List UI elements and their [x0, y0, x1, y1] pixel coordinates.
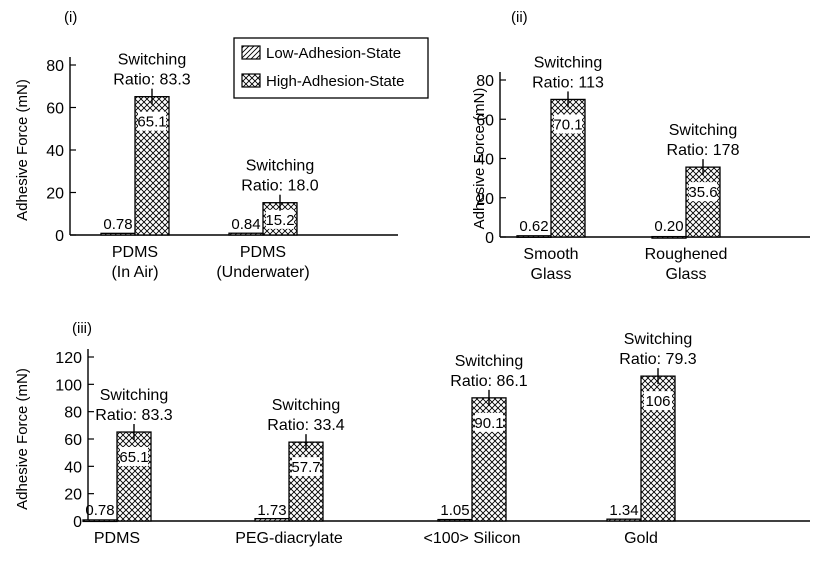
- bar-value-label-high: 57.7: [291, 459, 320, 476]
- y-tick-label: 60: [46, 101, 64, 118]
- switching-ratio-title: Switching: [455, 353, 523, 370]
- switching-ratio-title: Switching: [534, 54, 602, 71]
- y-tick-label: 0: [485, 230, 494, 247]
- y-tick-label: 80: [64, 405, 82, 422]
- bar-value-label-high: 90.1: [474, 415, 503, 432]
- bar-low-adhesion: [101, 233, 135, 235]
- bar-high-adhesion: [289, 442, 323, 521]
- y-tick-label: 40: [46, 143, 64, 160]
- legend-swatch-low: [242, 46, 260, 59]
- switching-ratio-title: Switching: [669, 122, 737, 139]
- x-category-label: Gold: [624, 530, 658, 547]
- switching-ratio-value: Ratio: 33.4: [267, 417, 344, 434]
- switching-ratio-value: Ratio: 178: [667, 142, 740, 159]
- x-category-label: Glass: [531, 266, 572, 283]
- switching-ratio-value: Ratio: 79.3: [619, 351, 696, 368]
- bar-value-label-high: 70.1: [553, 116, 582, 133]
- switching-ratio-value: Ratio: 83.3: [95, 407, 172, 424]
- bar-value-label-low: 0.20: [654, 218, 683, 235]
- bar-high-adhesion: [117, 432, 151, 521]
- bar-value-label-high: 106: [645, 393, 670, 410]
- x-category-label: PDMS: [112, 244, 158, 261]
- x-category-label: PDMS: [240, 244, 286, 261]
- x-category-label: Glass: [666, 266, 707, 283]
- switching-ratio-value: Ratio: 113: [532, 74, 604, 91]
- legend: Low-Adhesion-State High-Adhesion-State: [234, 38, 428, 98]
- panel-tag: (i): [64, 9, 77, 26]
- switching-ratio-title: Switching: [100, 387, 168, 404]
- switching-ratio-title: Switching: [272, 397, 340, 414]
- switching-ratio-title: Switching: [624, 331, 692, 348]
- bar-value-label-high: 65.1: [119, 449, 148, 466]
- chart-panel: 020406080(ii)Adhesive Force (mN)0.6270.1…: [471, 9, 810, 283]
- y-axis-label: Adhesive Force (mN): [14, 79, 31, 221]
- legend-label-low: Low-Adhesion-State: [266, 45, 401, 62]
- switching-ratio-title: Switching: [118, 52, 186, 69]
- bar-value-label-low: 1.73: [257, 502, 286, 519]
- y-tick-label: 60: [64, 432, 82, 449]
- bar-low-adhesion: [438, 520, 472, 522]
- bar-low-adhesion: [83, 520, 117, 522]
- panel-tag: (iii): [72, 320, 92, 337]
- y-tick-label: 0: [73, 514, 82, 531]
- y-tick-label: 80: [476, 73, 494, 90]
- y-axis-label: Adhesive Force (mN): [14, 368, 31, 510]
- x-category-label: <100> Silicon: [424, 530, 521, 547]
- y-tick-label: 100: [55, 377, 82, 394]
- panel-tag: (ii): [511, 9, 528, 26]
- bar-value-label-low: 0.78: [85, 502, 114, 519]
- bar-value-label-low: 1.05: [440, 502, 469, 519]
- x-category-label: PDMS: [94, 530, 140, 547]
- bar-value-label-low: 0.84: [231, 216, 260, 233]
- switching-ratio-value: Ratio: 83.3: [113, 72, 190, 89]
- switching-ratio-title: Switching: [246, 158, 314, 175]
- y-axis-label: Adhesive Force (mN): [471, 88, 488, 230]
- bar-low-adhesion: [607, 519, 641, 521]
- y-tick-label: 120: [55, 350, 82, 367]
- bar-low-adhesion: [652, 237, 686, 239]
- bar-value-label-low: 0.78: [103, 216, 132, 233]
- y-tick-label: 40: [64, 459, 82, 476]
- bar-high-adhesion: [686, 167, 720, 237]
- legend-swatch-high: [242, 74, 260, 87]
- x-category-label: (In Air): [111, 264, 158, 281]
- bar-value-label-high: 35.6: [688, 184, 717, 201]
- x-category-label: (Underwater): [216, 264, 309, 281]
- bar-low-adhesion: [229, 233, 263, 235]
- y-tick-label: 20: [46, 186, 64, 203]
- switching-ratio-value: Ratio: 86.1: [450, 373, 527, 390]
- y-tick-label: 0: [55, 228, 64, 245]
- x-category-label: Smooth: [523, 246, 578, 263]
- legend-label-high: High-Adhesion-State: [266, 73, 404, 90]
- bar-value-label-high: 15.2: [265, 212, 294, 229]
- y-tick-label: 80: [46, 58, 64, 75]
- chart-panel: 0 20 40 60 80 100 120 (iii) Adhesive Force (mN) 0…: [14, 320, 810, 547]
- bar-value-label-low: 0.62: [519, 218, 548, 235]
- x-category-label: PEG-diacrylate: [235, 530, 343, 547]
- bar-value-label-low: 1.34: [609, 502, 638, 519]
- bar-low-adhesion: [517, 236, 551, 238]
- bar-value-label-high: 65.1: [137, 114, 166, 131]
- x-category-label: Roughened: [645, 246, 728, 263]
- switching-ratio-value: Ratio: 18.0: [241, 178, 318, 195]
- y-tick-label: 20: [64, 487, 82, 504]
